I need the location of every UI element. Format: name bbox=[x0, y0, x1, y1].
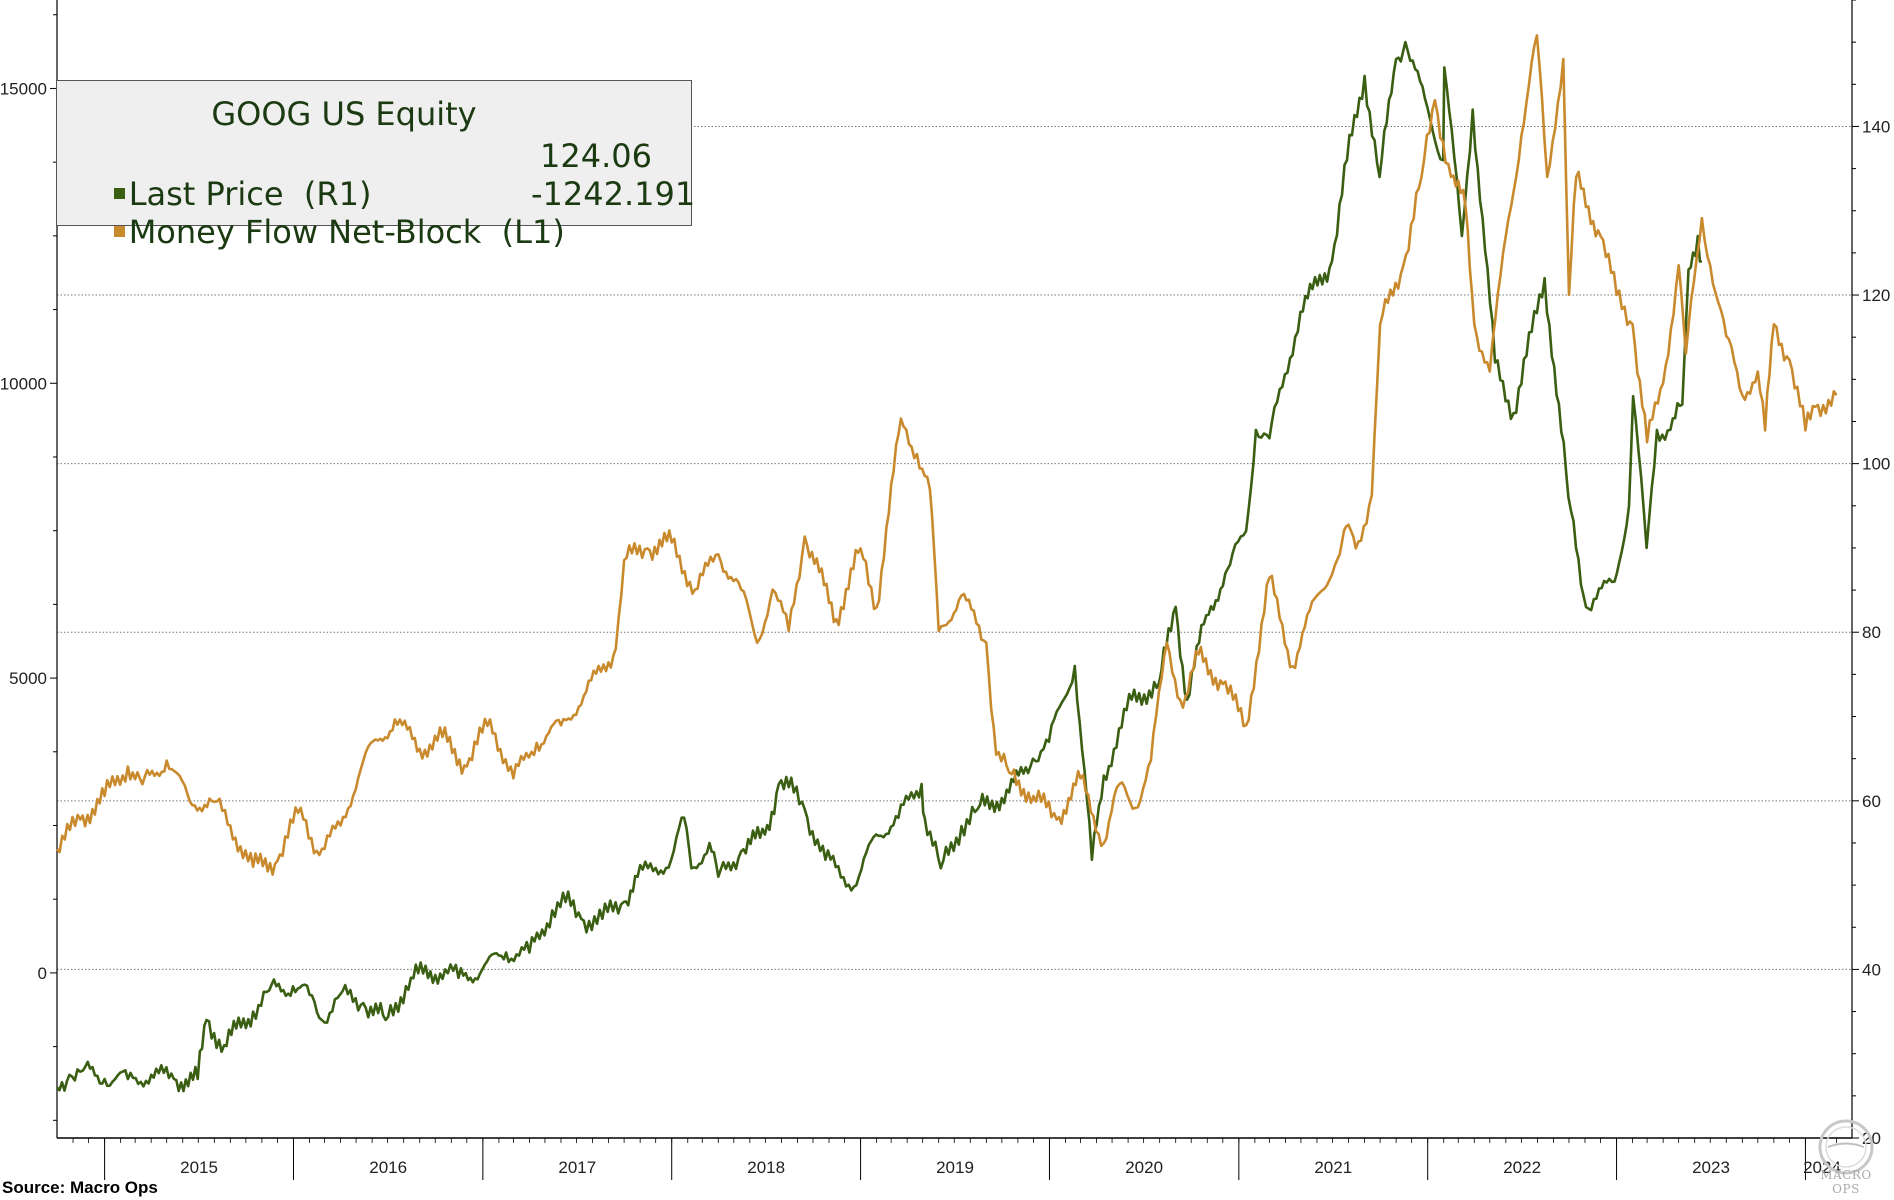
legend-entry-last-price: Last Price (R1) 124.06 bbox=[73, 137, 652, 289]
x-tick-label: 2015 bbox=[180, 1158, 218, 1177]
chart-title: GOOG US Equity bbox=[211, 95, 477, 133]
x-tick-label: 2022 bbox=[1503, 1158, 1541, 1177]
x-tick-label: 2021 bbox=[1314, 1158, 1352, 1177]
left-tick-label: 0 bbox=[38, 964, 47, 983]
right-tick-label: 40 bbox=[1862, 960, 1881, 979]
legend-axis-tag-money-flow: (L1) bbox=[501, 213, 565, 251]
right-tick-label: 60 bbox=[1862, 792, 1881, 811]
legend-swatch-money-flow bbox=[113, 225, 125, 237]
legend-value-last-price: 124.06 bbox=[540, 137, 652, 175]
logo-text: MACRO OPS bbox=[1820, 1168, 1872, 1196]
legend-label-money-flow: Money Flow Net-Block bbox=[128, 213, 482, 251]
x-axis-ticks: 2015 2016 2017 2018 2019 2020 2021 2022 2023 2024 bbox=[72, 1138, 1841, 1180]
right-tick-label: 120 bbox=[1862, 286, 1890, 305]
series-line-last-price bbox=[56, 40, 1703, 1093]
legend-label-last-price: Last Price bbox=[128, 175, 284, 213]
series-lines bbox=[56, 34, 1838, 1093]
x-tick-label: 2024 bbox=[1803, 1158, 1841, 1177]
legend-entry-money-flow: Money Flow Net-Block (L1) -1242.191 bbox=[73, 175, 695, 327]
legend: GOOG US Equity Last Price (R1) 124.06 Mo… bbox=[56, 80, 695, 251]
x-tick-label: 2019 bbox=[936, 1158, 974, 1177]
left-tick-label: 5000 bbox=[9, 669, 47, 688]
x-tick-label: 2020 bbox=[1125, 1158, 1163, 1177]
left-axis-ticks: 0 5000 10000 15000 bbox=[0, 14, 57, 1121]
x-tick-label: 2018 bbox=[747, 1158, 785, 1177]
logo-mark-icon bbox=[1818, 1119, 1874, 1175]
legend-axis-tag-last-price: (R1) bbox=[303, 175, 372, 213]
left-tick-label: 15000 bbox=[0, 79, 47, 98]
x-tick-label: 2023 bbox=[1692, 1158, 1730, 1177]
x-tick-label: 2016 bbox=[369, 1158, 407, 1177]
series-line-money-flow-net-block bbox=[56, 34, 1838, 876]
left-tick-label: 10000 bbox=[0, 374, 47, 393]
legend-value-money-flow: -1242.191 bbox=[531, 175, 696, 213]
right-tick-label: 100 bbox=[1862, 455, 1890, 474]
x-tick-label: 2017 bbox=[558, 1158, 596, 1177]
right-tick-label: 140 bbox=[1862, 117, 1890, 136]
right-tick-label: 80 bbox=[1862, 623, 1881, 642]
source-note: Source: Macro Ops bbox=[2, 1178, 158, 1197]
legend-swatch-last-price bbox=[113, 187, 125, 199]
macro-ops-logo: MACRO OPS bbox=[1808, 1112, 1884, 1198]
gridlines bbox=[57, 125, 1852, 1139]
